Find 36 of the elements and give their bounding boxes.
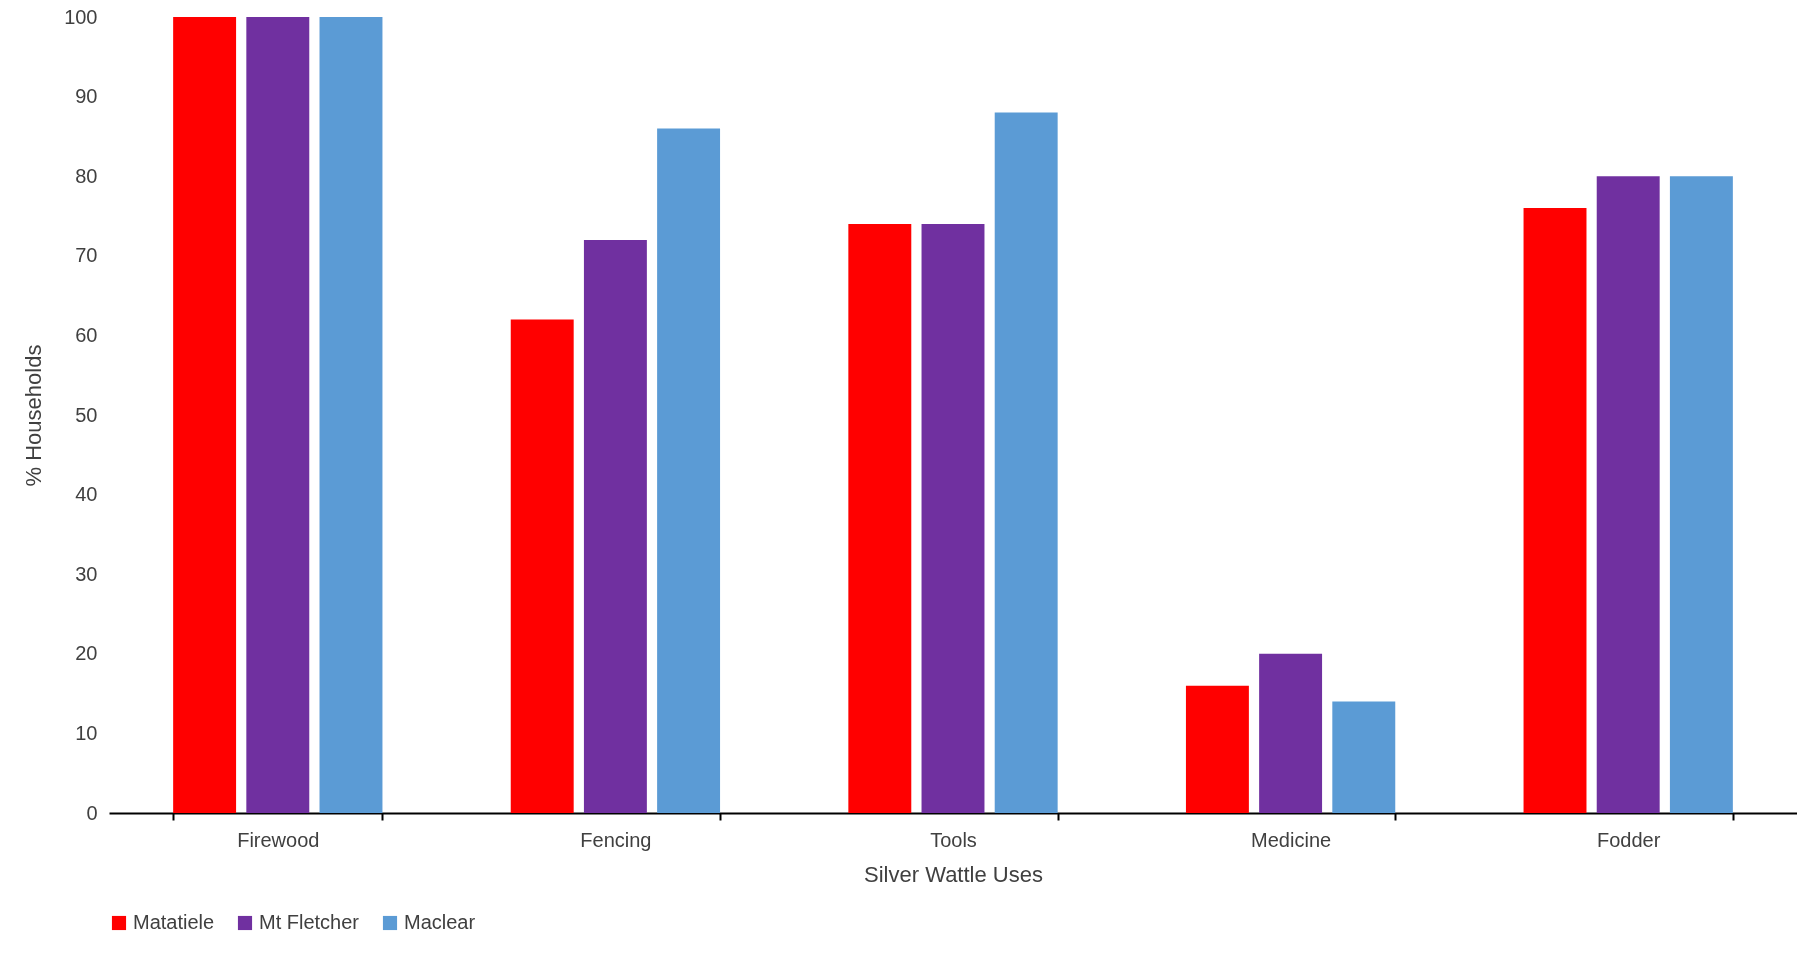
bar: [1185, 685, 1249, 813]
legend-label: Matatiele: [133, 911, 215, 933]
y-tick-label: 60: [75, 323, 98, 346]
y-tick-label: 20: [75, 642, 98, 665]
y-tick-label: 90: [75, 85, 98, 108]
bar: [994, 112, 1058, 813]
y-tick-label: 80: [75, 164, 98, 187]
bar: [1259, 653, 1323, 813]
y-tick-label: 50: [75, 403, 98, 426]
y-tick-label: 100: [64, 5, 98, 28]
bar: [1669, 176, 1733, 813]
y-tick-label: 10: [75, 721, 98, 744]
legend-label: Mt Fletcher: [259, 911, 360, 933]
x-tick-label: Firewood: [237, 828, 320, 851]
x-tick-label: Fodder: [1597, 828, 1661, 851]
bar: [1523, 208, 1587, 813]
y-tick-label: 30: [75, 562, 98, 585]
y-tick-label: 40: [75, 483, 98, 506]
bar: [1332, 701, 1396, 813]
x-tick-label: Fencing: [580, 828, 652, 851]
bar: [657, 128, 721, 813]
bar: [848, 223, 912, 813]
y-axis-title: % Households: [21, 344, 47, 487]
bar: [173, 17, 237, 813]
x-axis-title: Silver Wattle Uses: [864, 861, 1043, 887]
y-tick-label: 70: [75, 244, 98, 267]
x-tick-label: Tools: [930, 828, 977, 851]
bar: [246, 17, 310, 813]
y-tick-label: 0: [86, 801, 98, 824]
bar: [319, 17, 383, 813]
legend-label: Maclear: [404, 911, 476, 933]
bar: [921, 223, 985, 813]
bar: [583, 239, 647, 813]
bar: [1596, 176, 1660, 813]
x-tick-label: Medicine: [1251, 828, 1332, 851]
bar: [510, 319, 574, 813]
